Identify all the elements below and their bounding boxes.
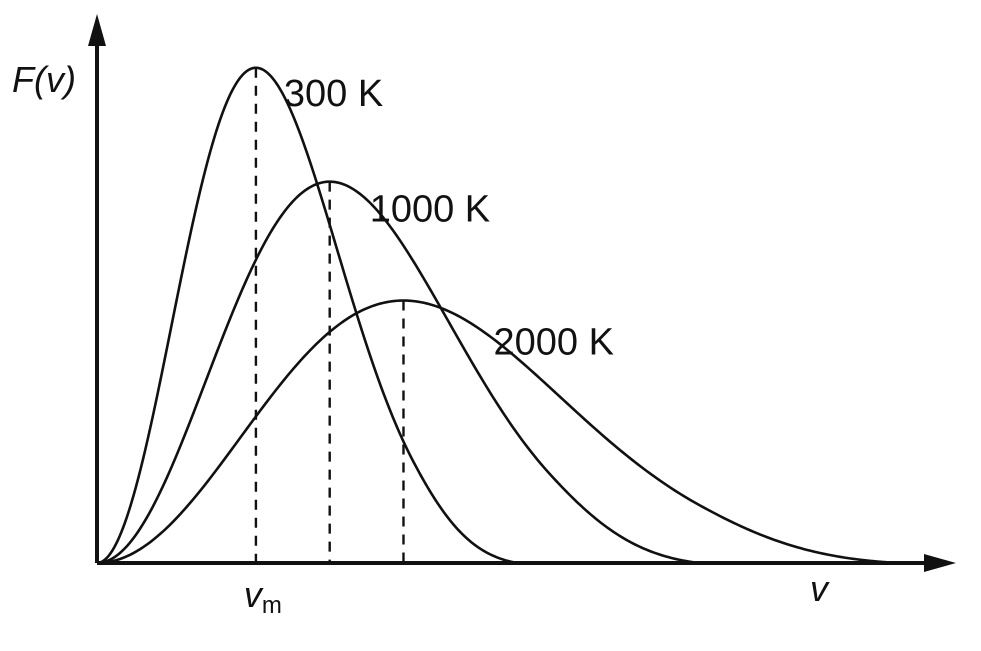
x-axis-label: v (810, 568, 830, 609)
x-tick-label-sub: m (262, 592, 282, 619)
x-tick-label-vm: vm (244, 574, 282, 619)
axes (88, 14, 956, 572)
peak-lines (254, 67, 405, 563)
curve-1000-k (96, 180, 699, 565)
curves (96, 66, 898, 565)
curve-2000-k (96, 299, 898, 565)
series-label-1000-k: 1000 K (370, 189, 490, 231)
x-axis-arrow (924, 554, 956, 572)
series-label-2000-k: 2000 K (493, 322, 613, 364)
x-tick-label-main: v (244, 574, 264, 615)
series-labels: 300 K 1000 K 2000 K (284, 73, 614, 364)
y-axis-arrow (88, 14, 106, 46)
series-label-300-k: 300 K (284, 73, 383, 115)
y-axis-label: F(v) (12, 59, 76, 100)
curve-300-k (96, 66, 518, 565)
